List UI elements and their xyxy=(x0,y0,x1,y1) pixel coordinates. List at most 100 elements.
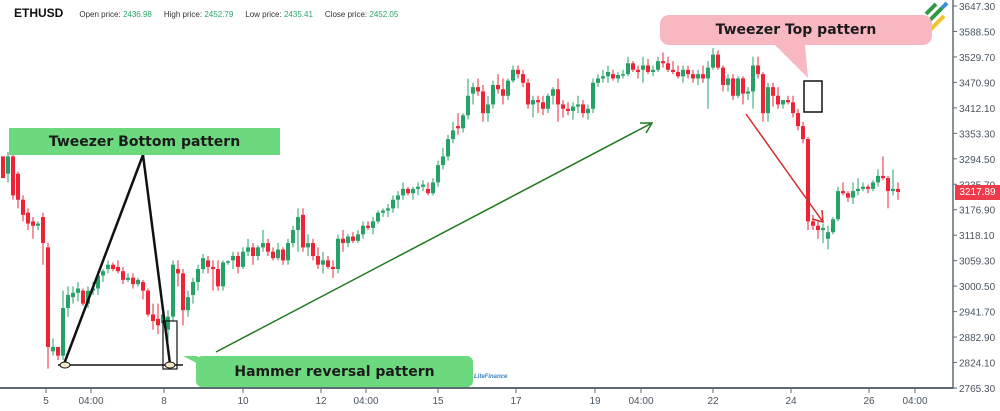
x-tick-label: 04:00 xyxy=(78,396,103,407)
candle xyxy=(831,217,835,235)
y-tick-label: 2765.30 xyxy=(959,384,996,395)
chart-header: ETHUSD Open price: 2436.98 High price: 2… xyxy=(14,6,398,20)
x-tick-label: 8 xyxy=(161,396,167,407)
candle xyxy=(886,175,890,209)
candle xyxy=(116,260,120,274)
candle xyxy=(671,61,675,75)
y-tick-label: 2882.90 xyxy=(959,333,996,344)
x-tick-label: 22 xyxy=(707,396,719,407)
close-price: Close price: 2452.05 xyxy=(325,10,398,19)
candle xyxy=(1,156,5,179)
candle xyxy=(431,178,435,196)
candle xyxy=(76,282,80,302)
candle xyxy=(501,78,505,105)
candle xyxy=(721,65,725,92)
candle xyxy=(826,225,830,250)
candle xyxy=(746,87,750,101)
y-tick-label: 3118.10 xyxy=(959,231,995,242)
candle xyxy=(11,154,15,200)
candle xyxy=(276,243,280,261)
y-tick-label: 3529.70 xyxy=(959,53,996,64)
candle xyxy=(766,82,770,122)
candle xyxy=(406,186,410,196)
candle xyxy=(861,182,865,192)
candle xyxy=(756,56,760,79)
candle xyxy=(506,78,510,101)
candle xyxy=(661,52,665,68)
y-tick-label: 3647.30 xyxy=(959,2,996,13)
candle xyxy=(681,65,685,83)
candle xyxy=(811,214,815,231)
candle xyxy=(781,100,785,109)
candle xyxy=(266,238,270,257)
candle xyxy=(521,69,525,88)
x-axis-ticks: 5 04:00 8 10 12 04:00 15 17 19 04:00 22 24 26 04:00 xyxy=(43,389,928,407)
candle xyxy=(66,286,70,317)
candle xyxy=(651,65,655,77)
candle xyxy=(856,178,860,196)
candle xyxy=(201,253,205,274)
x-tick-label: 26 xyxy=(863,396,875,407)
candle xyxy=(551,87,555,105)
candle xyxy=(151,303,155,330)
current-price-tag: 3217.89 xyxy=(955,185,1000,200)
candle xyxy=(731,74,735,101)
candle xyxy=(581,100,585,118)
candle xyxy=(396,191,400,209)
candle xyxy=(836,186,840,222)
candle xyxy=(441,147,445,170)
candle xyxy=(691,69,695,83)
candle xyxy=(236,251,240,274)
candle xyxy=(491,80,495,109)
open-label: Open price: xyxy=(79,10,121,19)
candle xyxy=(641,56,645,83)
candle xyxy=(526,78,530,109)
candle xyxy=(331,260,335,278)
candle xyxy=(311,238,315,261)
high-label: High price: xyxy=(163,10,203,19)
candle xyxy=(541,95,545,116)
candle xyxy=(701,65,705,83)
x-tick-label: 19 xyxy=(589,396,601,407)
candle xyxy=(246,238,250,257)
candle xyxy=(81,288,85,306)
candle xyxy=(56,346,60,360)
candle xyxy=(591,78,595,114)
candle xyxy=(876,169,880,187)
candle xyxy=(386,204,390,218)
candle xyxy=(596,74,600,88)
candle xyxy=(6,152,10,183)
candle xyxy=(631,61,635,72)
candle xyxy=(571,102,575,120)
candle xyxy=(356,230,360,244)
candle xyxy=(796,108,800,131)
candle xyxy=(131,273,135,289)
candle xyxy=(436,160,440,187)
candle xyxy=(456,113,460,135)
x-tick-label: 12 xyxy=(315,396,327,407)
candle xyxy=(256,245,260,261)
candle xyxy=(21,195,25,222)
candle xyxy=(771,82,775,107)
candle xyxy=(566,102,570,116)
candle xyxy=(351,232,355,244)
candle xyxy=(306,234,310,257)
candle xyxy=(621,69,625,79)
candle xyxy=(121,266,125,285)
candle xyxy=(711,48,715,70)
candle xyxy=(316,247,320,270)
candle xyxy=(51,338,55,356)
y-tick-label: 3176.90 xyxy=(959,206,996,217)
candle xyxy=(866,184,870,194)
x-tick-label: 04:00 xyxy=(628,396,653,407)
y-tick-label: 3412.10 xyxy=(959,104,996,115)
candle xyxy=(716,50,720,70)
candle xyxy=(211,260,215,291)
candle xyxy=(446,134,450,161)
y-tick-label: 2941.70 xyxy=(959,308,996,319)
candle xyxy=(26,208,30,231)
x-tick-label: 04:00 xyxy=(902,396,927,407)
candle xyxy=(881,156,885,181)
candle xyxy=(36,221,40,231)
